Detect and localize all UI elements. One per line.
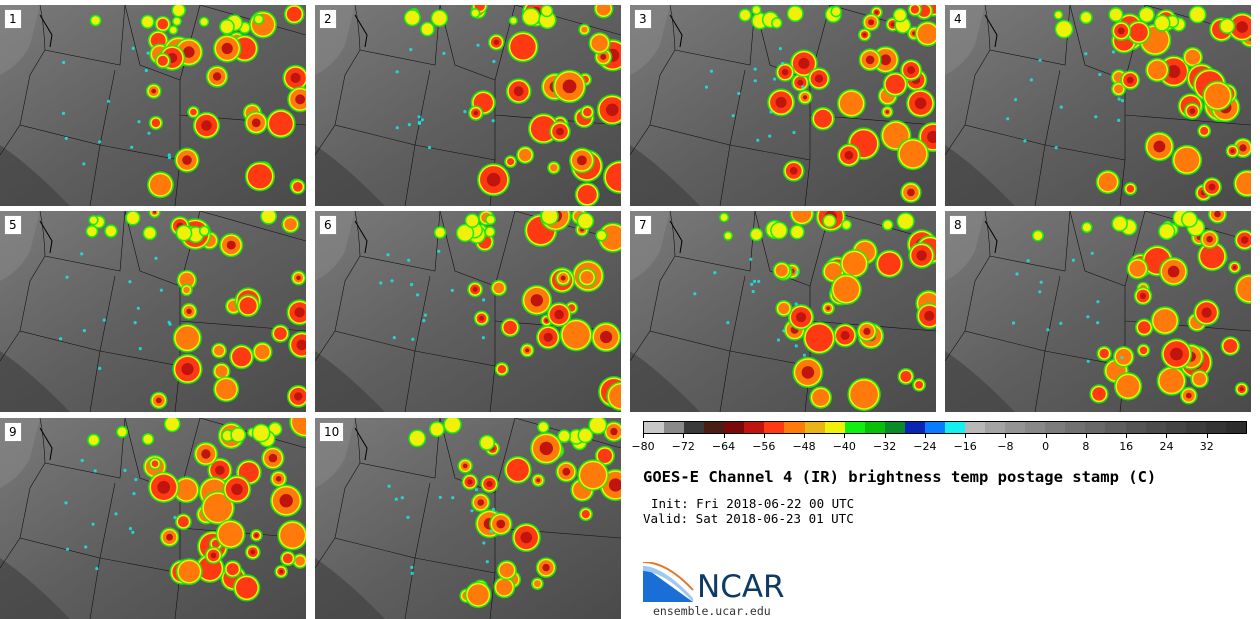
colorbar-swatch [1165, 422, 1186, 433]
ir-map [630, 211, 936, 412]
ncar-logo-text: NCAR [697, 569, 785, 605]
postage-stamp-panel: 6 [315, 211, 621, 412]
postage-stamp-panel: 10 [315, 418, 621, 619]
colorbar-swatch [804, 422, 825, 433]
colorbar-swatch [784, 422, 805, 433]
valid-time: Valid: Sat 2018-06-23 01 UTC [643, 511, 854, 526]
colorbar-swatch [884, 422, 905, 433]
colorbar-tick-label: −80 [631, 440, 655, 453]
colorbar-ticks: −80 −72 −64 −56 −48 −40 −32 −24 −16 −8 0 8 16 24 32 [631, 434, 1247, 458]
colorbar-tick [1126, 434, 1128, 438]
colorbar-swatch [704, 422, 725, 433]
website-url: ensemble.ucar.edu [653, 604, 771, 618]
colorbar-tick-label: 0 [1042, 440, 1050, 453]
ir-map [0, 5, 306, 206]
colorbar-tick [1085, 434, 1087, 438]
colorbar-swatch [1065, 422, 1086, 433]
colorbar-swatch [1025, 422, 1046, 433]
ir-map [315, 418, 621, 619]
colorbar-swatch [664, 422, 685, 433]
colorbar-swatch [764, 422, 785, 433]
colorbar-tick [763, 434, 765, 438]
colorbar-tick-label: −56 [752, 440, 776, 453]
colorbar-tick [1166, 434, 1168, 438]
ir-map [0, 211, 306, 412]
colorbar-tick [643, 434, 644, 438]
colorbar-tick-label: −40 [832, 440, 856, 453]
colorbar-tick-label: −8 [997, 440, 1014, 453]
postage-stamp-panel: 1 [0, 5, 306, 206]
ir-map [315, 211, 621, 412]
colorbar-swatch [1005, 422, 1026, 433]
colorbar-tick-label: 8 [1082, 440, 1090, 453]
colorbar-swatch [1125, 422, 1146, 433]
colorbar-swatch [1185, 422, 1206, 433]
panel-number-label: 7 [634, 215, 652, 235]
colorbar-tick [884, 434, 886, 438]
colorbar-tick-label: 16 [1119, 440, 1134, 453]
ir-map [630, 5, 936, 206]
init-time: Init: Fri 2018-06-22 00 UTC [651, 496, 855, 511]
colorbar-tick [1045, 434, 1047, 438]
colorbar-swatch [985, 422, 1006, 433]
panel-number-label: 1 [4, 9, 22, 29]
colorbar-tick-label: −72 [671, 440, 695, 453]
colorbar-swatch [1085, 422, 1106, 433]
colorbar-swatch [824, 422, 845, 433]
colorbar-swatch [724, 422, 745, 433]
panel-number-label: 9 [4, 422, 22, 442]
panel-number-label: 3 [634, 9, 652, 29]
colorbar-tick-label: −32 [872, 440, 897, 453]
colorbar-tick [844, 434, 846, 438]
colorbar-swatch [684, 422, 705, 433]
postage-stamp-panel: 7 [630, 211, 936, 412]
colorbar-tick-label: 32 [1199, 440, 1214, 453]
ir-map [945, 5, 1251, 206]
colorbar-swatch [1045, 422, 1066, 433]
colorbar-swatch [904, 422, 925, 433]
ir-map [315, 5, 621, 206]
colorbar-tick-label: −64 [711, 440, 736, 453]
panel-number-label: 5 [4, 215, 22, 235]
colorbar-swatch [1205, 422, 1226, 433]
colorbar-swatch [864, 422, 885, 433]
colorbar-tick [683, 434, 685, 438]
page-title: GOES-E Channel 4 (IR) brightness temp po… [643, 468, 1157, 486]
colorbar-tick [1206, 434, 1208, 438]
colorbar-swatch [965, 422, 986, 433]
panel-number-label: 10 [319, 422, 345, 442]
colorbar-tick [723, 434, 725, 438]
panel-number-label: 4 [949, 9, 967, 29]
colorbar-swatch [844, 422, 865, 433]
ir-map [0, 418, 306, 619]
colorbar-swatch [944, 422, 965, 433]
colorbar-swatch [744, 422, 765, 433]
ncar-logo-icon [643, 562, 694, 602]
colorbar-tick-label: −48 [792, 440, 816, 453]
postage-stamp-panel: 5 [0, 211, 306, 412]
colorbar-tick [924, 434, 926, 438]
colorbar-tick [965, 434, 967, 438]
colorbar-swatch [1145, 422, 1166, 433]
ir-map [945, 211, 1251, 412]
colorbar [643, 421, 1247, 434]
colorbar-tick [804, 434, 806, 438]
colorbar-swatch [924, 422, 945, 433]
panel-number-label: 6 [319, 215, 337, 235]
postage-stamp-panel: 2 [315, 5, 621, 206]
panel-number-label: 2 [319, 9, 337, 29]
colorbar-swatch [1105, 422, 1126, 433]
panel-number-label: 8 [949, 215, 967, 235]
colorbar-tick-label: 24 [1159, 440, 1174, 453]
postage-stamp-panel: 9 [0, 418, 306, 619]
colorbar-swatch [644, 422, 665, 433]
colorbar-swatch [1225, 422, 1246, 433]
colorbar-tick [1005, 434, 1007, 438]
colorbar-tick-label: −16 [953, 440, 977, 453]
postage-stamp-panel: 8 [945, 211, 1251, 412]
postage-stamp-panel: 3 [630, 5, 936, 206]
postage-stamp-panel: 4 [945, 5, 1251, 206]
colorbar-tick-label: −24 [913, 440, 937, 453]
